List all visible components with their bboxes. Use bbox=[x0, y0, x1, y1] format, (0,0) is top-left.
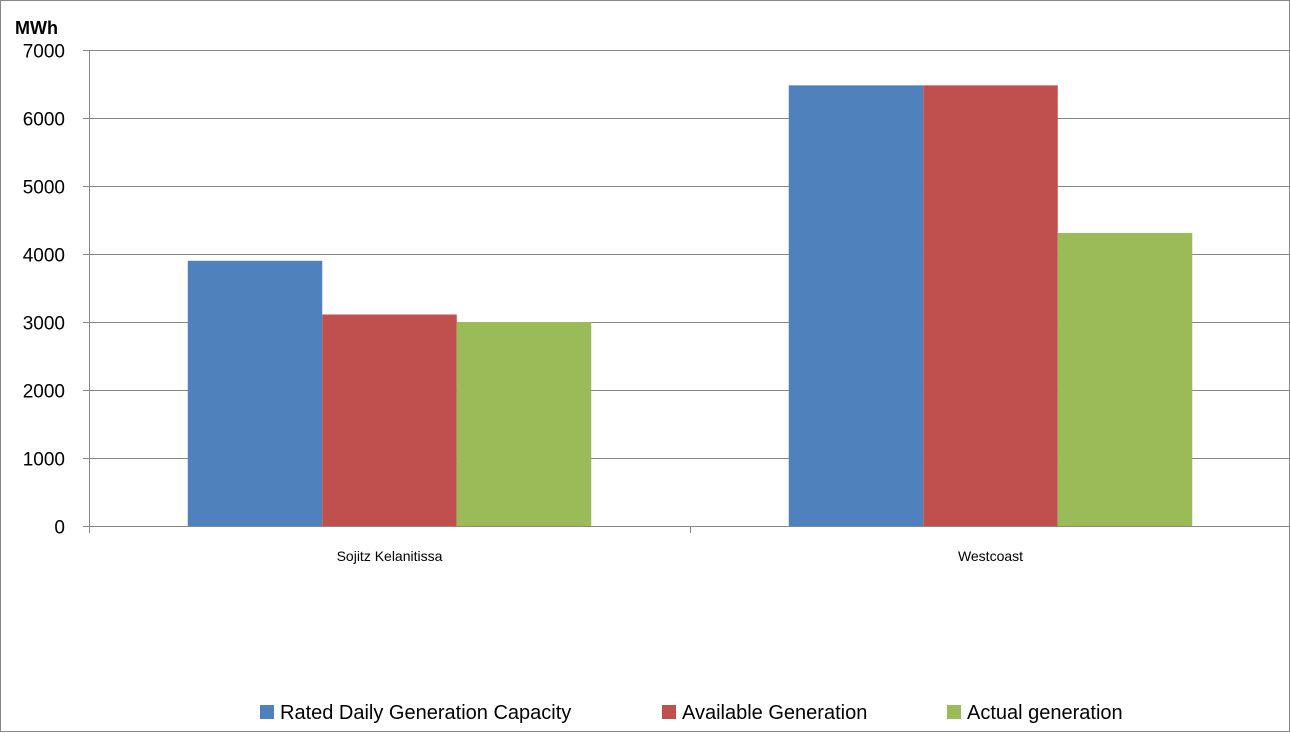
legend-swatch bbox=[662, 705, 676, 719]
bar bbox=[923, 85, 1058, 527]
legend: Rated Daily Generation Capacity Available… bbox=[260, 702, 1123, 724]
y-tick-label: 7000 bbox=[23, 42, 65, 63]
bar bbox=[322, 314, 457, 526]
y-tick-label: 4000 bbox=[23, 246, 65, 267]
bar bbox=[1057, 232, 1193, 527]
legend-label: Rated Daily Generation Capacity bbox=[280, 702, 571, 724]
y-tick-label: 0 bbox=[54, 518, 65, 539]
bar bbox=[456, 322, 592, 526]
y-tick-label: 5000 bbox=[23, 178, 65, 199]
bar bbox=[788, 85, 924, 527]
x-category-label: Sojitz Kelanitissa bbox=[337, 548, 443, 564]
legend-label: Actual generation bbox=[967, 702, 1123, 724]
bars bbox=[187, 85, 1193, 527]
y-tick-label: 6000 bbox=[23, 110, 65, 131]
legend-label: Available Generation bbox=[682, 702, 867, 724]
bar bbox=[187, 260, 323, 526]
x-axis-category-labels: Sojitz Kelanitissa Westcoast bbox=[337, 548, 1024, 564]
legend-swatch bbox=[947, 705, 961, 719]
y-axis-unit-label: MWh bbox=[15, 18, 58, 38]
y-tick-label: 1000 bbox=[23, 450, 65, 471]
y-tick-label: 3000 bbox=[23, 314, 65, 335]
x-category-label: Westcoast bbox=[958, 548, 1023, 564]
y-tick-label: 2000 bbox=[23, 382, 65, 403]
axes bbox=[83, 50, 1290, 533]
legend-swatch bbox=[260, 705, 274, 719]
y-axis-tick-labels: 0 1000 2000 3000 4000 5000 6000 7000 bbox=[23, 42, 65, 539]
